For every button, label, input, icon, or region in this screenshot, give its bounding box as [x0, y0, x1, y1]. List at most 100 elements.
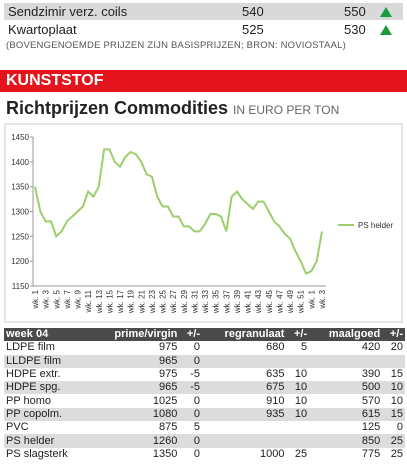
cell: [286, 434, 310, 448]
cell: regranulaat: [202, 328, 287, 342]
y-tick-label: 1450: [11, 133, 29, 142]
cell: 850: [309, 434, 383, 448]
up-icon: [380, 7, 392, 17]
cell: 0: [193, 341, 201, 354]
cell: 1080: [90, 407, 180, 422]
cell: 1350: [152, 447, 178, 460]
cell: 0: [179, 434, 203, 448]
cell: 20: [390, 341, 403, 354]
cell: 1000: [259, 447, 285, 460]
old-price: 525: [242, 22, 264, 37]
cell: 975: [159, 341, 178, 354]
cell: +/-: [382, 328, 405, 342]
title-wrap: Richtprijzen Commodities IN EURO PER TON: [6, 98, 339, 119]
table-row: LDPE film 975 0 680 5 420 20: [4, 341, 405, 354]
x-tick-label: wk. 7: [63, 289, 72, 309]
cell: 5: [301, 341, 308, 354]
x-tick-label: wk. 39: [233, 289, 242, 314]
table-row: LLDPE film 965 0: [4, 354, 405, 368]
cell: 570: [361, 394, 381, 407]
x-tick-label: wk. 1: [31, 289, 40, 309]
title: Richtprijzen Commodities: [6, 98, 229, 118]
x-tick-label: wk. 27: [169, 289, 178, 314]
cell: [202, 421, 286, 434]
x-tick-label: wk. 11: [84, 289, 93, 313]
cell: 0: [193, 394, 201, 407]
cell: 775: [361, 447, 381, 460]
cell: [382, 354, 405, 368]
cell: 965: [90, 381, 180, 395]
y-tick-label: 1350: [11, 183, 29, 192]
table-row: PVC 875 5 125 0: [4, 421, 405, 434]
cell: 965: [90, 354, 180, 368]
cell: 1260: [90, 434, 180, 448]
y-tick-label: 1250: [11, 232, 29, 241]
old-price: 540: [242, 4, 264, 19]
x-tick-label: wk. 1: [307, 289, 316, 309]
x-tick-label: wk. 31: [190, 289, 199, 314]
cell: [202, 354, 287, 368]
cell: 675: [202, 381, 287, 395]
x-tick-label: wk. 9: [74, 289, 83, 309]
cell: 10: [294, 394, 308, 407]
table-row: PP homo 1025 0 910 10 570 10: [4, 394, 405, 407]
cell: 635: [266, 368, 285, 381]
y-tick-label: 1200: [11, 257, 29, 266]
cell: 10: [382, 381, 405, 395]
x-tick-label: wk. 3: [42, 289, 51, 309]
x-tick-label: wk. 13: [95, 289, 104, 314]
new-price: 530: [344, 22, 366, 37]
data-line: [34, 148, 323, 275]
cell: 25: [390, 447, 403, 460]
x-tick-label: wk. 43: [254, 289, 263, 314]
x-tick-label: wk. 41: [244, 289, 253, 314]
x-tick-label: wk. 35: [212, 289, 221, 314]
up-icon: [380, 25, 392, 35]
cell: PP copolm.: [4, 407, 91, 422]
cell: 0: [396, 421, 403, 434]
price-table: week 04 prime/virgin +/- regranulaat +/- maal…: [4, 328, 405, 461]
cell: 0: [193, 447, 201, 460]
cell: 10: [286, 381, 310, 395]
cell: prime/virgin: [90, 328, 180, 342]
table-row: HDPE extr. 975 -5 635 10 390 15: [4, 368, 405, 381]
x-tick-label: wk. 33: [201, 289, 210, 314]
new-price: 550: [344, 4, 366, 19]
table-row: PS helder 1260 0 850 25: [4, 434, 405, 448]
x-tick-label: wk. 37: [222, 289, 231, 314]
cell: LLDPE film: [4, 354, 91, 368]
cell: 420: [361, 341, 381, 354]
section-header: KUNSTSTOF: [0, 70, 407, 92]
cell: 500: [309, 381, 383, 395]
x-tick-label: wk. 45: [265, 289, 274, 314]
cell: PVC: [6, 421, 29, 434]
table-row: HDPE spg. 965 -5 675 10 500 10: [4, 381, 405, 395]
legend-label: PS helder: [358, 221, 393, 230]
cell: 0: [179, 354, 203, 368]
cell: 10: [294, 368, 308, 381]
cell: -5: [190, 368, 201, 381]
cell: 25: [382, 434, 405, 448]
x-tick-label: wk. 23: [148, 289, 157, 314]
y-tick-label: 1150: [12, 282, 30, 291]
cell: PP homo: [6, 394, 52, 407]
header-row: week 04 prime/virgin +/- regranulaat +/- maal…: [4, 328, 405, 342]
cell: maalgoed: [309, 328, 383, 342]
cell: 15: [382, 407, 405, 422]
table-row: PS slagsterk 1350 0 1000 25 775 25: [4, 448, 405, 461]
cell: 10: [390, 394, 403, 407]
cell: 10: [286, 407, 310, 422]
cell: 25: [294, 447, 308, 460]
x-tick-label: wk. 5: [52, 289, 61, 309]
note: (BOVENGENOEMDE PRIJZEN ZIJN BASISPRIJZEN…: [6, 40, 346, 51]
cell: PS slagsterk: [6, 447, 68, 460]
x-tick-label: wk. 15: [105, 289, 114, 314]
cell: 975: [159, 368, 178, 381]
cell: [202, 434, 287, 448]
cell: HDPE extr.: [6, 368, 61, 381]
cell: 935: [202, 407, 287, 422]
cell: 15: [390, 368, 403, 381]
cell: -5: [179, 381, 203, 395]
product: Kwartoplaat: [8, 22, 77, 37]
